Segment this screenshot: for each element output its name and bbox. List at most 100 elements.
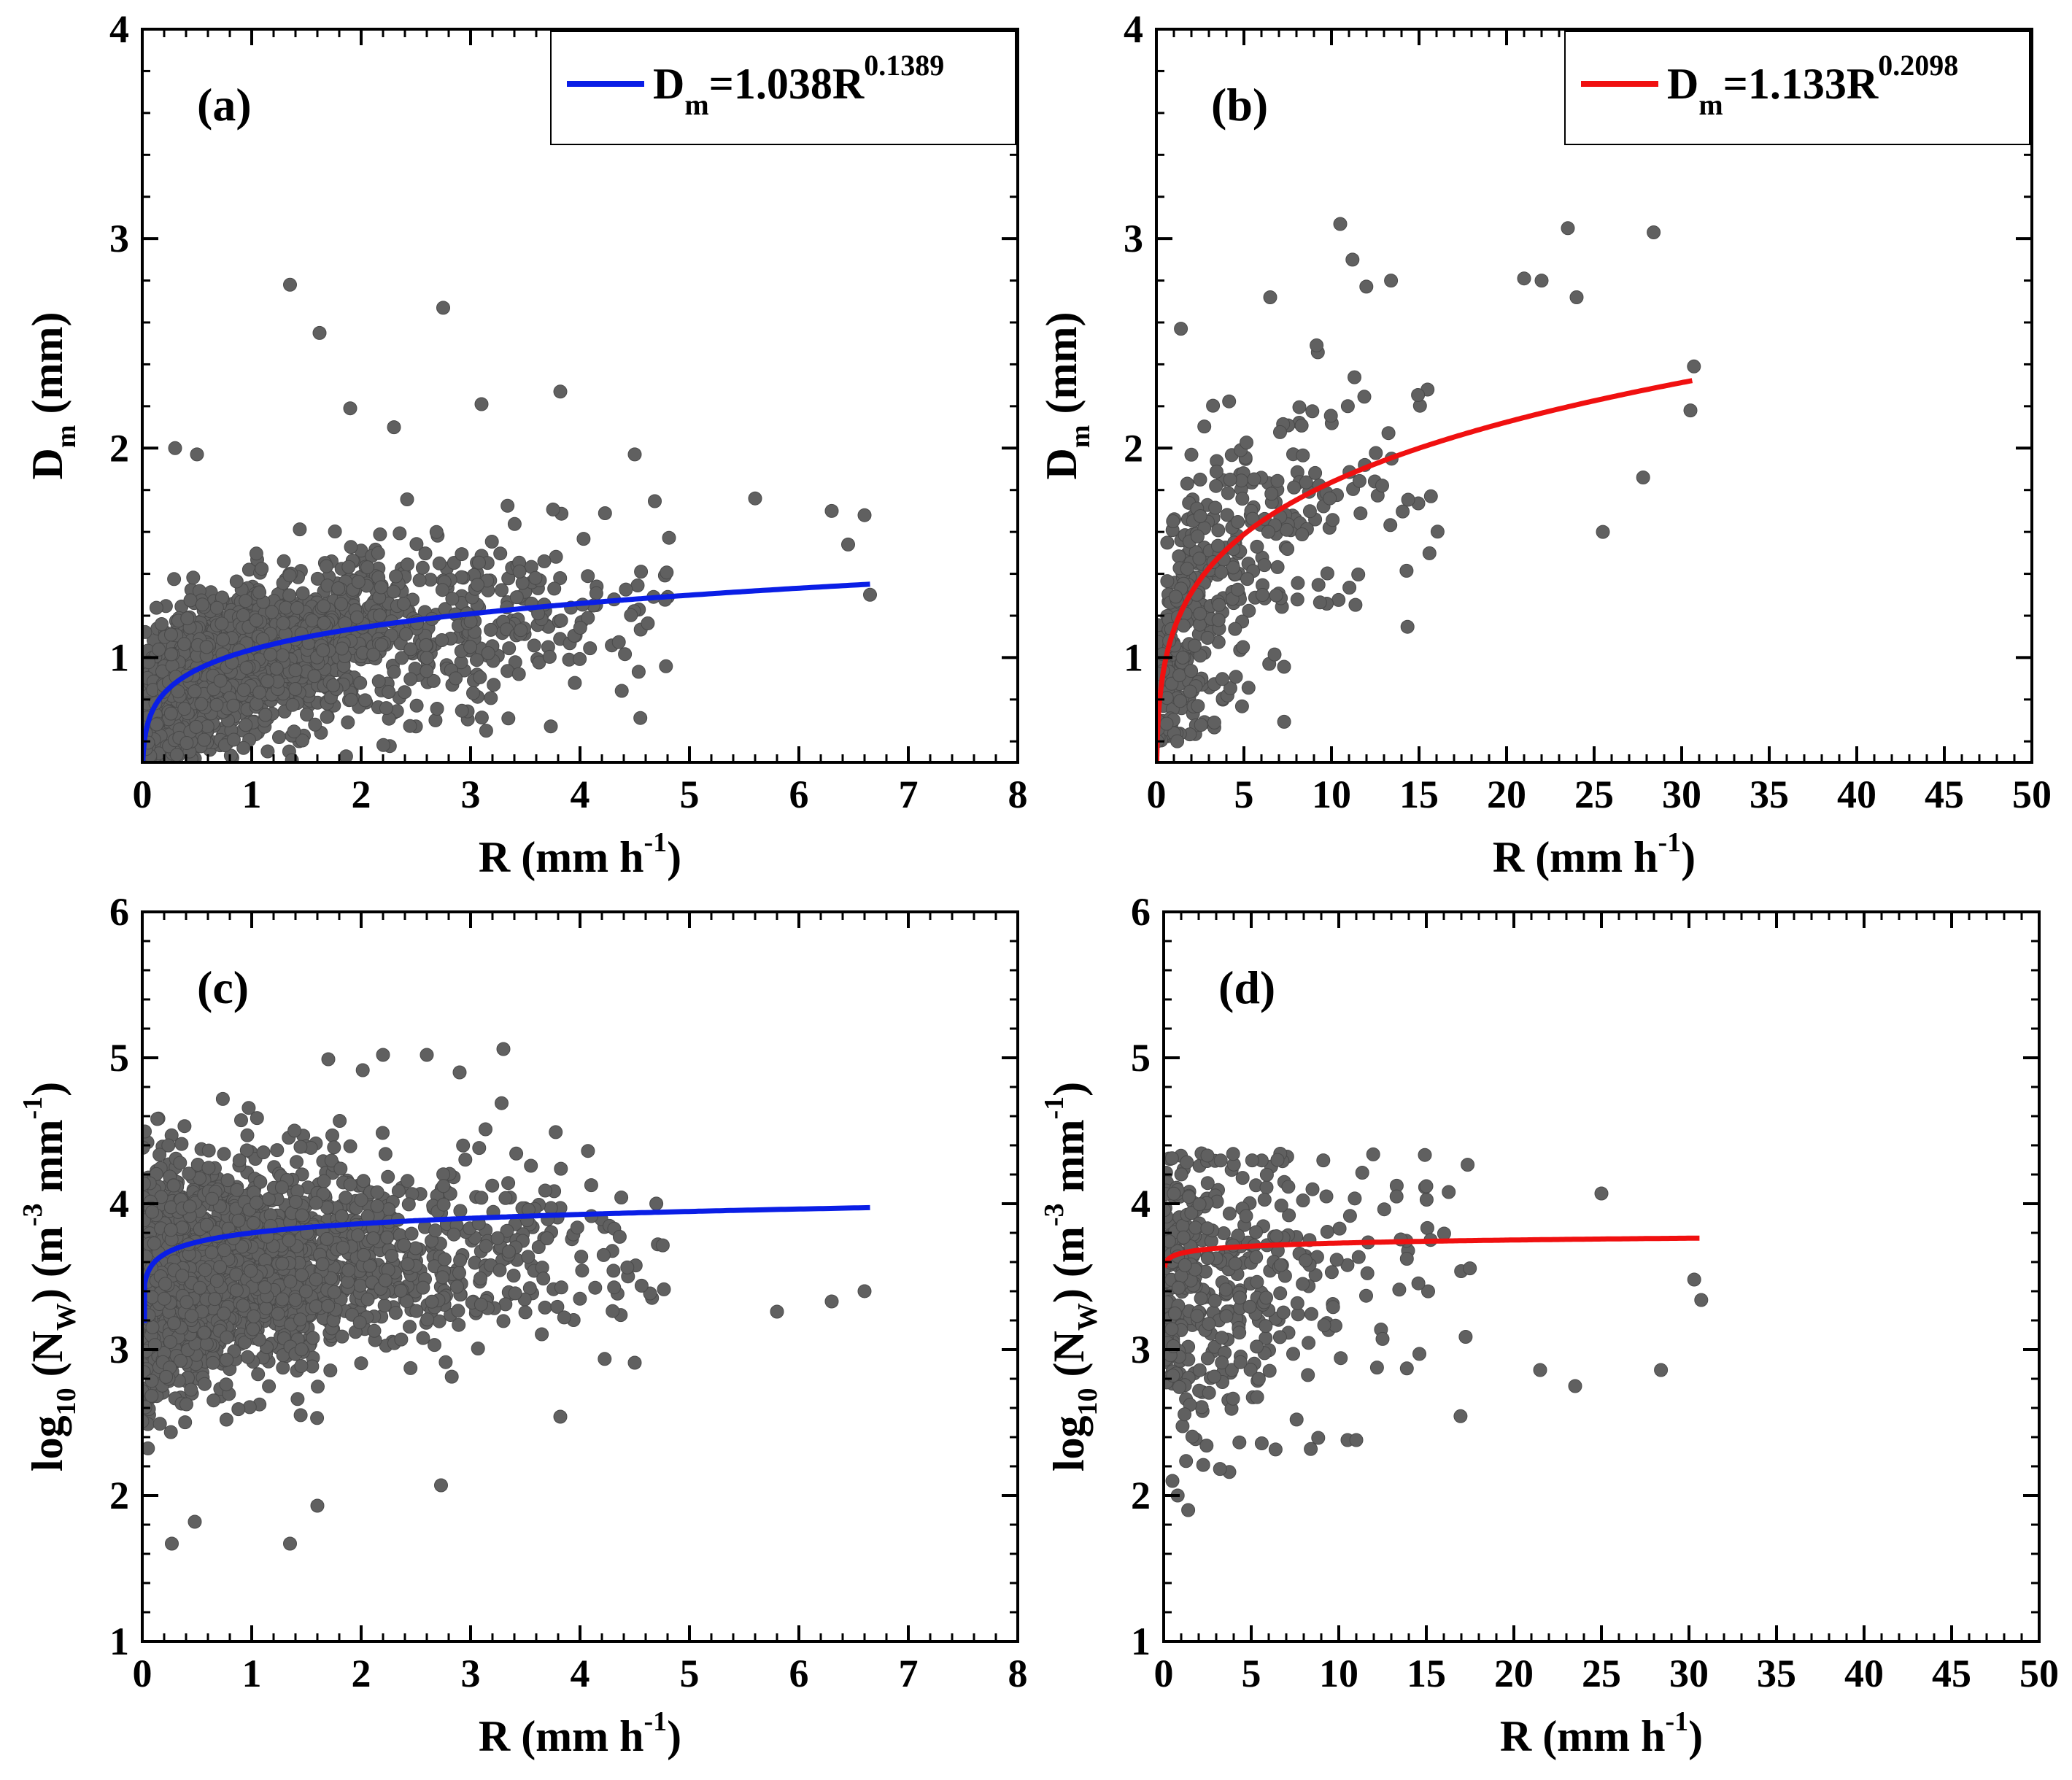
scatter-point bbox=[177, 702, 192, 716]
scatter-point bbox=[373, 608, 387, 623]
scatter-point bbox=[167, 1316, 181, 1331]
scatter-point bbox=[549, 1125, 563, 1139]
scatter-point bbox=[283, 1536, 297, 1551]
scatter-point bbox=[260, 674, 275, 689]
scatter-point bbox=[1211, 523, 1226, 538]
scatter-point bbox=[290, 1392, 305, 1406]
scatter-point bbox=[1287, 480, 1302, 495]
scatter-point bbox=[1399, 563, 1414, 578]
scatter-point bbox=[351, 575, 366, 589]
scatter-point bbox=[163, 1223, 178, 1237]
scatter-point bbox=[378, 1147, 393, 1161]
scatter-point bbox=[1270, 560, 1285, 574]
scatter-point bbox=[149, 600, 163, 615]
scatter-point bbox=[1159, 716, 1174, 731]
scatter-point bbox=[436, 1167, 451, 1182]
scatter-point bbox=[209, 600, 224, 615]
x-tick-label: 4 bbox=[571, 773, 590, 816]
scatter-point bbox=[1280, 542, 1295, 556]
scatter-point bbox=[455, 703, 469, 718]
scatter-point bbox=[438, 1355, 453, 1369]
scatter-point bbox=[1683, 403, 1698, 418]
scatter-point bbox=[403, 642, 418, 657]
scatter-point bbox=[150, 717, 164, 732]
scatter-point bbox=[1352, 473, 1366, 488]
scatter-point bbox=[857, 508, 872, 522]
scatter-point bbox=[606, 1264, 621, 1278]
scatter-point bbox=[188, 684, 202, 699]
scatter-point bbox=[463, 614, 478, 629]
scatter-point bbox=[366, 1231, 381, 1245]
scatter-point bbox=[316, 643, 330, 657]
scatter-point bbox=[649, 1196, 664, 1211]
scatter-point bbox=[343, 1139, 357, 1153]
scatter-point bbox=[1257, 558, 1272, 573]
scatter-point bbox=[288, 1195, 303, 1209]
scatter-point bbox=[317, 616, 331, 630]
scatter-point bbox=[344, 692, 358, 707]
scatter-point bbox=[374, 638, 389, 652]
scatter-point bbox=[452, 1065, 467, 1080]
scatter-point bbox=[553, 1409, 568, 1424]
scatter-point bbox=[184, 1382, 198, 1397]
scatter-point bbox=[217, 1243, 231, 1258]
scatter-point bbox=[265, 605, 279, 619]
x-axis-label: R (mm h-1) bbox=[479, 827, 681, 881]
scatter-point bbox=[1206, 398, 1221, 413]
scatter-point bbox=[236, 608, 250, 622]
scatter-point bbox=[389, 569, 403, 584]
scatter-point bbox=[473, 670, 487, 684]
scatter-point bbox=[252, 585, 267, 600]
scatter-point bbox=[276, 616, 290, 630]
scatter-point bbox=[1280, 522, 1294, 537]
scatter-point bbox=[142, 1177, 151, 1191]
scatter-point bbox=[393, 526, 407, 541]
scatter-point bbox=[436, 301, 450, 315]
scatter-point bbox=[1687, 359, 1701, 374]
y-axis-label: Dm (mm) bbox=[1037, 312, 1096, 480]
scatter-point bbox=[596, 1247, 611, 1262]
scatter-point bbox=[206, 1355, 220, 1370]
scatter-point bbox=[1215, 672, 1229, 686]
x-tick-label: 0 bbox=[133, 773, 152, 816]
scatter-point bbox=[419, 638, 433, 652]
scatter-point bbox=[290, 600, 304, 615]
x-tick-label: 6 bbox=[789, 1652, 809, 1695]
scatter-point bbox=[472, 555, 486, 570]
scatter-point bbox=[573, 621, 587, 635]
scatter-point bbox=[1175, 650, 1190, 665]
scatter-point bbox=[1359, 279, 1374, 294]
scatter-point bbox=[403, 1361, 418, 1375]
scatter-point bbox=[327, 1285, 341, 1299]
y-tick-label: 4 bbox=[1124, 7, 1143, 51]
scatter-point bbox=[272, 730, 286, 744]
y-tick-label: 1 bbox=[1124, 635, 1143, 679]
scatter-point bbox=[1342, 581, 1357, 595]
scatter-point bbox=[351, 1228, 365, 1242]
scatter-point bbox=[179, 1397, 193, 1412]
scatter-point bbox=[641, 616, 655, 630]
scatter-point bbox=[1351, 568, 1366, 581]
scatter-point bbox=[416, 1280, 430, 1295]
scatter-point bbox=[310, 571, 325, 586]
scatter-point bbox=[1210, 538, 1225, 553]
y-tick-label: 2 bbox=[109, 1474, 129, 1517]
scatter-point bbox=[295, 586, 310, 600]
scatter-point bbox=[535, 1327, 549, 1342]
scatter-point bbox=[317, 1174, 331, 1188]
scatter-point bbox=[220, 1353, 234, 1367]
scatter-point bbox=[142, 1124, 152, 1139]
scatter-point bbox=[370, 1199, 384, 1213]
scatter-point bbox=[1270, 473, 1285, 488]
scatter-point bbox=[507, 516, 522, 531]
scatter-point bbox=[305, 614, 320, 627]
scatter-point bbox=[199, 1336, 214, 1351]
scatter-point bbox=[554, 1280, 568, 1295]
scatter-points-a bbox=[142, 277, 877, 762]
x-tick-label: 35 bbox=[1750, 773, 1789, 816]
scatter-point bbox=[275, 1292, 290, 1307]
x-tick-label: 2 bbox=[352, 773, 371, 816]
scatter-point bbox=[309, 1196, 323, 1210]
